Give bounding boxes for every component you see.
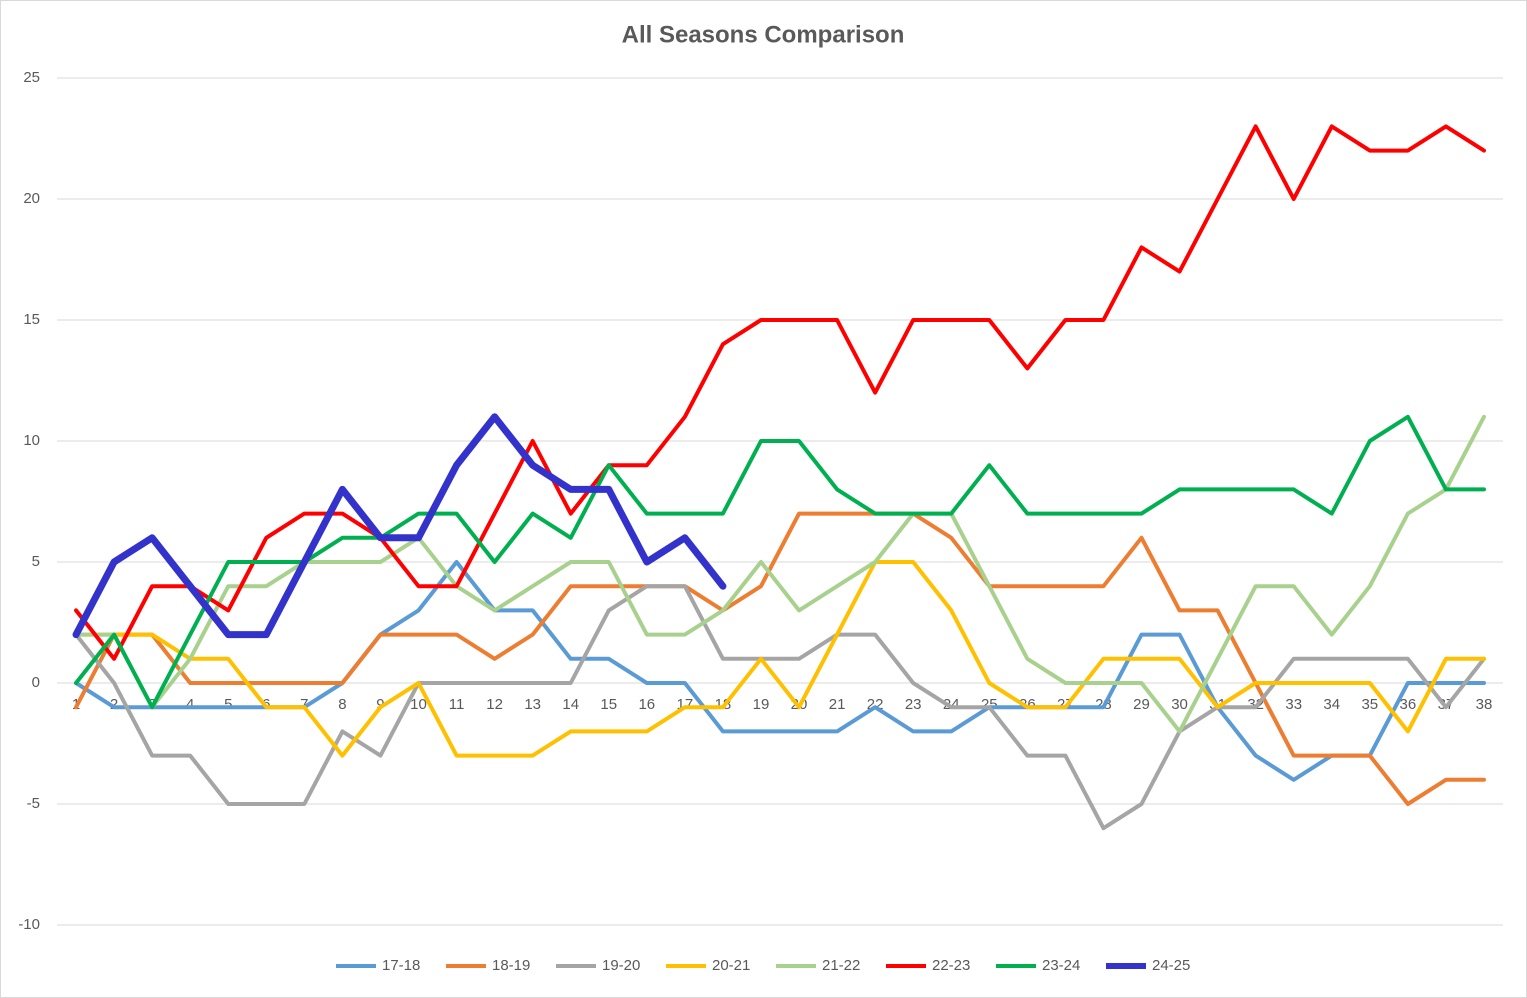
legend-label: 20-21 — [712, 957, 750, 974]
x-tick-label: 30 — [1171, 696, 1188, 713]
x-tick-label: 5 — [224, 696, 232, 713]
x-tick-label: 36 — [1400, 696, 1417, 713]
line-series — [74, 584, 1486, 831]
legend-label: 23-24 — [1042, 957, 1080, 974]
legend-label: 19-20 — [602, 957, 640, 974]
x-tick-label: 21 — [829, 696, 846, 713]
x-tick-label: 15 — [600, 696, 617, 713]
x-tick-label: 23 — [905, 696, 922, 713]
line-series — [74, 511, 1486, 806]
line-series — [74, 560, 1486, 758]
line-series — [74, 414, 1486, 710]
x-tick-label: 7 — [300, 696, 308, 713]
x-tick-label: 34 — [1323, 696, 1340, 713]
legend-label: 24-25 — [1152, 957, 1190, 974]
x-tick-label: 10 — [410, 696, 427, 713]
legend-label: 17-18 — [382, 957, 420, 974]
chart-title: All Seasons Comparison — [622, 21, 905, 48]
x-tick-label: 14 — [562, 696, 579, 713]
y-tick-label: 5 — [32, 553, 40, 570]
y-tick-label: 15 — [23, 311, 40, 328]
x-tick-label: 12 — [486, 696, 503, 713]
x-tick-label: 33 — [1285, 696, 1302, 713]
x-tick-label: 9 — [376, 696, 384, 713]
x-tick-label: 13 — [524, 696, 541, 713]
line-series — [74, 414, 1486, 734]
y-tick-label: 0 — [32, 674, 40, 691]
x-tick-label: 35 — [1361, 696, 1378, 713]
x-tick-label: 2 — [110, 696, 118, 713]
legend-label: 21-22 — [822, 957, 860, 974]
y-tick-label: 20 — [23, 190, 40, 207]
y-tick-label: 10 — [23, 432, 40, 449]
x-tick-label: 29 — [1133, 696, 1150, 713]
x-tick-label: 11 — [449, 696, 465, 713]
y-tick-label: -5 — [27, 795, 40, 812]
line-series — [72, 413, 727, 639]
x-tick-label: 8 — [338, 696, 346, 713]
x-tick-label: 4 — [186, 696, 194, 713]
y-tick-label: 25 — [23, 69, 40, 86]
line-series — [74, 124, 1486, 661]
x-tick-label: 38 — [1476, 696, 1493, 713]
y-tick-label: -10 — [18, 916, 40, 933]
line-series — [74, 560, 1486, 782]
x-tick-label: 19 — [753, 696, 770, 713]
legend-label: 22-23 — [932, 957, 970, 974]
legend-label: 18-19 — [492, 957, 530, 974]
x-tick-label: 16 — [638, 696, 655, 713]
